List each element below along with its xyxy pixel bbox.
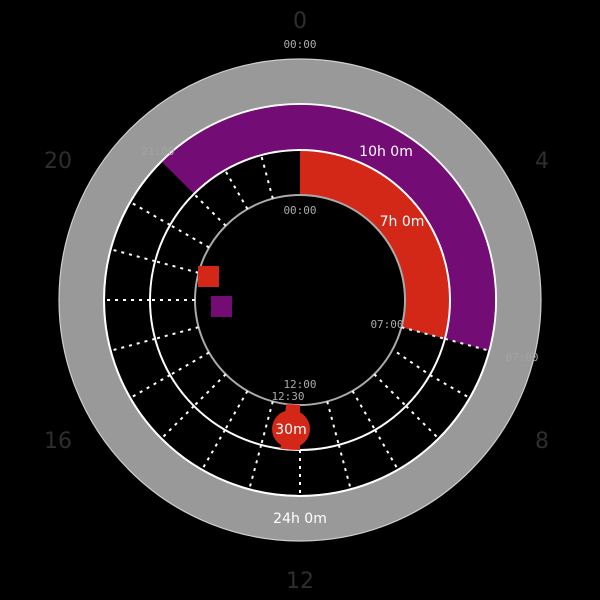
time-label-red-end: 07:00 bbox=[370, 318, 403, 331]
hour-label-16: 16 bbox=[44, 429, 72, 454]
time-label-top: 00:00 bbox=[283, 38, 316, 51]
duration-outer: 24h 0m bbox=[273, 511, 327, 527]
duration-purple: 10h 0m bbox=[359, 144, 413, 160]
hour-label-20: 20 bbox=[44, 149, 72, 174]
duration-red: 7h 0m bbox=[380, 214, 425, 230]
hour-label-8: 8 bbox=[535, 429, 549, 454]
grid-lines bbox=[105, 154, 489, 495]
time-label-07-outer: 07:00 bbox=[505, 351, 538, 364]
red-dur-badge bbox=[387, 206, 417, 236]
ring-boundary-outer bbox=[103, 103, 497, 497]
time-label-inner-end: 12:30 bbox=[271, 390, 304, 403]
time-label-inner-start: 12:00 bbox=[283, 378, 316, 391]
legend-red-marker bbox=[198, 266, 219, 287]
hour-label-12: 12 bbox=[286, 569, 314, 594]
outer-ring-24h bbox=[59, 59, 541, 541]
outer-ring-edge bbox=[58, 58, 542, 542]
time-label-21: 21:00 bbox=[141, 145, 174, 158]
hour-label-4: 4 bbox=[535, 149, 549, 174]
legend-purple-marker bbox=[211, 296, 232, 317]
duration-inner: 30m bbox=[275, 422, 306, 438]
purple-arc-10h bbox=[162, 104, 496, 351]
time-label-red-start: 00:00 bbox=[283, 204, 316, 217]
red-arc-7h bbox=[300, 150, 451, 339]
hour-label-0: 0 bbox=[293, 9, 307, 34]
inner-dur-badge bbox=[272, 410, 310, 448]
